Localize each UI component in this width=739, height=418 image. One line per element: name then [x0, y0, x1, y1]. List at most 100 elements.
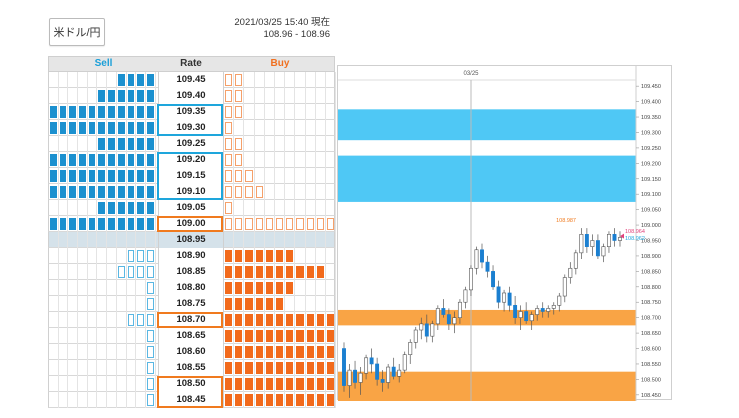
- buy-cell: [326, 312, 337, 328]
- sell-cell: [127, 88, 137, 104]
- buy-volume-cells: [224, 264, 337, 280]
- update-time: 2021/03/25 15:40 現在: [234, 17, 330, 28]
- sell-cell: [127, 392, 137, 408]
- sell-order-block: [59, 154, 67, 166]
- buy-order-block: [225, 394, 233, 406]
- buy-order-block: [235, 74, 243, 86]
- sell-order-block: [50, 218, 57, 230]
- sell-cell: [146, 232, 156, 248]
- sell-cell: [127, 344, 137, 360]
- sell-cell: [59, 360, 69, 376]
- buy-cell: [316, 312, 326, 328]
- buy-volume-cells: [224, 232, 337, 248]
- sell-cell: [127, 248, 137, 264]
- buy-order-block: [255, 378, 263, 390]
- candle-body: [601, 246, 606, 257]
- sell-cell: [49, 152, 59, 168]
- buy-order-block: [275, 218, 284, 230]
- sell-order-block: [146, 298, 154, 310]
- buy-cell: [306, 280, 316, 296]
- y-tick-label: 108.500: [641, 377, 661, 383]
- sell-cell: [97, 376, 108, 392]
- sell-cell: [88, 136, 98, 152]
- buy-cell: [285, 216, 296, 232]
- sell-cell: [136, 280, 146, 296]
- buy-cell: [265, 280, 275, 296]
- buy-order-block: [326, 330, 335, 342]
- buy-order-block: [225, 346, 233, 358]
- sell-order-block: [137, 138, 144, 150]
- buy-order-block: [316, 314, 324, 326]
- sell-order-block: [127, 74, 135, 86]
- sell-cell: [78, 344, 88, 360]
- sell-cell: [59, 72, 69, 88]
- buy-order-block: [225, 154, 233, 166]
- buy-cell: [255, 72, 265, 88]
- date-label: 03/25: [463, 71, 479, 77]
- candle-body: [413, 329, 418, 343]
- buy-cell: [306, 376, 316, 392]
- sell-cell: [68, 392, 79, 408]
- buy-volume-cells: [224, 200, 337, 216]
- sell-cell: [49, 184, 59, 200]
- buy-cell: [265, 104, 275, 120]
- buy-cell: [326, 392, 337, 408]
- sell-cell: [59, 312, 69, 328]
- sell-cell: [78, 392, 88, 408]
- sell-cell: [136, 136, 146, 152]
- buy-order-block: [265, 394, 273, 406]
- sell-cell: [49, 200, 59, 216]
- buy-cell: [275, 248, 286, 264]
- order-row: 108.85: [48, 264, 337, 280]
- sell-volume-cells: [49, 200, 158, 216]
- sell-cell: [136, 88, 146, 104]
- sell-order-block: [79, 106, 86, 118]
- buy-cell: [234, 216, 245, 232]
- sell-volume-cells: [49, 280, 158, 296]
- buy-order-block: [255, 218, 263, 230]
- sell-cell: [136, 296, 146, 312]
- buy-cell: [265, 312, 275, 328]
- sell-cell: [136, 344, 146, 360]
- sell-volume-cells: [49, 376, 158, 392]
- sell-cell: [127, 120, 137, 136]
- buy-order-block: [225, 362, 233, 374]
- buy-order-block: [235, 154, 243, 166]
- sell-order-block: [127, 186, 135, 198]
- buy-cell: [255, 232, 265, 248]
- buy-cell: [234, 88, 245, 104]
- buy-cell: [275, 328, 286, 344]
- sell-order-block: [137, 154, 144, 166]
- buy-cell: [326, 152, 337, 168]
- sell-cell: [107, 280, 117, 296]
- candle-body: [463, 289, 468, 303]
- order-row: 109.15: [48, 168, 337, 184]
- buy-order-block: [225, 90, 233, 102]
- sell-cell: [59, 104, 69, 120]
- sell-cell: [107, 248, 117, 264]
- buy-cell: [316, 344, 326, 360]
- sell-order-block: [59, 122, 67, 134]
- buy-cell: [244, 376, 255, 392]
- sell-cell: [88, 104, 98, 120]
- sell-cell: [78, 184, 88, 200]
- buy-cell: [265, 72, 275, 88]
- buy-cell: [234, 328, 245, 344]
- sell-cell: [117, 280, 127, 296]
- buy-order-block: [326, 362, 335, 374]
- sell-cell: [49, 344, 59, 360]
- buy-order-block: [235, 346, 243, 358]
- sell-cell: [97, 296, 108, 312]
- sell-cell: [59, 136, 69, 152]
- sell-volume-cells: [49, 136, 158, 152]
- currency-pair-button[interactable]: 米ドル/円: [49, 18, 105, 46]
- buy-order-block: [255, 266, 263, 278]
- rate-header: Rate: [180, 58, 202, 69]
- buy-cell: [326, 184, 337, 200]
- buy-order-block: [235, 314, 243, 326]
- candle-body: [535, 308, 540, 315]
- sell-order-block: [69, 154, 77, 166]
- buy-cell: [275, 376, 286, 392]
- sell-cell: [146, 344, 156, 360]
- rate-value: 108.70: [158, 312, 224, 328]
